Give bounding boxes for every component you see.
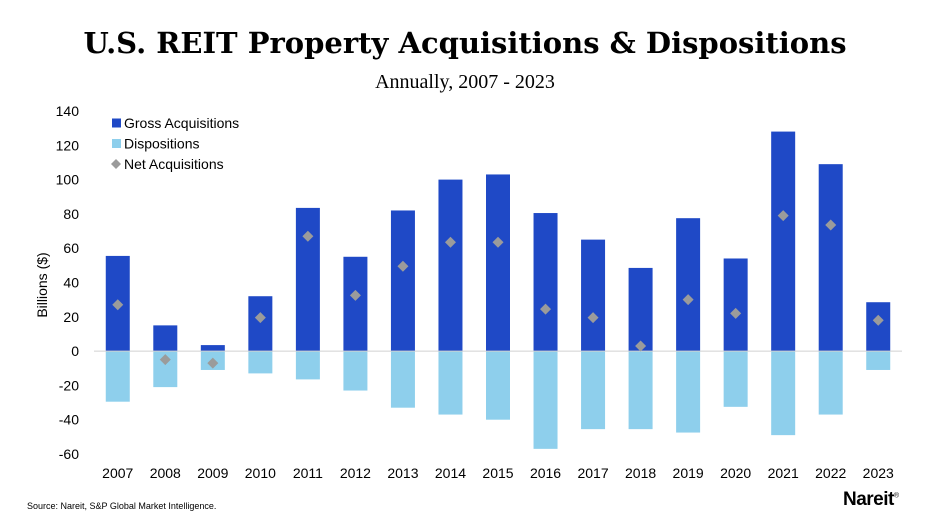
gross-acquisitions-bar xyxy=(153,325,178,352)
y-axis-title: Billions ($) xyxy=(34,252,50,317)
dispositions-bar xyxy=(438,351,463,415)
legend-swatch xyxy=(112,118,121,128)
x-axis: 2007 2008 2009 2010 2011 2012 2013 2014 2015 2016… xyxy=(102,465,894,481)
gross-acquisitions-bar xyxy=(438,179,463,352)
net-acquisitions-marker xyxy=(777,210,789,222)
y-tick-label: -60 xyxy=(59,446,79,462)
gross-acquisitions-bar xyxy=(676,218,701,352)
gross-acquisitions-bar xyxy=(866,302,891,352)
net-acquisitions-marker xyxy=(159,354,171,366)
y-tick-label: 20 xyxy=(63,309,79,325)
dispositions-bar xyxy=(486,351,510,420)
x-tick-label: 2012 xyxy=(340,465,371,481)
x-tick-label: 2023 xyxy=(863,465,894,481)
y-tick-label: 140 xyxy=(56,103,80,119)
net-acquisitions-marker xyxy=(397,260,409,272)
x-tick-label: 2021 xyxy=(768,465,799,481)
gross-acquisitions-bar xyxy=(248,296,273,352)
x-tick-label: 2008 xyxy=(150,465,181,481)
y-tick-label: 60 xyxy=(63,240,79,256)
registered-mark: ® xyxy=(893,492,899,500)
legend-swatch xyxy=(112,139,121,148)
x-tick-label: 2015 xyxy=(482,465,513,481)
dispositions-bar xyxy=(343,351,368,391)
net-acquisitions-marker xyxy=(444,236,456,248)
x-tick-label: 2009 xyxy=(197,465,228,481)
y-axis: -60 -40 -20 0 20 40 60 80 100 120 140 xyxy=(56,103,80,462)
gross-acquisitions-bar xyxy=(533,213,558,352)
net-acquisitions-marker xyxy=(540,303,552,315)
dispositions-bars xyxy=(105,351,891,449)
dispositions-bar xyxy=(723,351,748,407)
x-tick-label: 2014 xyxy=(435,465,466,481)
dispositions-bar xyxy=(105,351,130,402)
gross-acquisitions-bars xyxy=(105,131,891,352)
net-acquisitions-marker xyxy=(730,307,742,319)
x-tick-label: 2017 xyxy=(577,465,608,481)
gross-acquisitions-bar xyxy=(295,207,320,352)
gross-acquisitions-bar xyxy=(818,164,843,352)
gross-acquisitions-bar xyxy=(771,131,796,352)
dispositions-bar xyxy=(248,351,273,374)
gross-acquisitions-bar xyxy=(486,174,510,352)
dispositions-bar xyxy=(676,351,701,433)
dispositions-bar xyxy=(628,351,653,430)
dispositions-bar xyxy=(295,351,320,380)
net-acquisitions-markers xyxy=(112,210,884,369)
net-acquisitions-marker xyxy=(207,357,219,369)
x-tick-label: 2011 xyxy=(293,465,323,481)
y-tick-label: 40 xyxy=(63,275,79,291)
chart-subtitle: Annually, 2007 - 2023 xyxy=(375,71,555,93)
x-tick-label: 2013 xyxy=(387,465,418,481)
net-acquisitions-marker xyxy=(302,230,314,242)
x-tick-label: 2016 xyxy=(530,465,561,481)
dispositions-bar xyxy=(581,351,606,430)
net-acquisitions-marker xyxy=(635,340,647,352)
net-acquisitions-marker xyxy=(112,299,124,311)
x-tick-label: 2022 xyxy=(815,465,846,481)
legend: Gross Acquisitions Dispositions Net Acquis… xyxy=(111,115,239,172)
dispositions-bar xyxy=(866,351,891,370)
net-acquisitions-marker xyxy=(587,312,599,324)
y-tick-label: 120 xyxy=(56,137,80,153)
x-tick-label: 2018 xyxy=(625,465,656,481)
gross-acquisitions-bar xyxy=(200,345,225,352)
gross-acquisitions-bar xyxy=(390,210,415,352)
legend-label: Gross Acquisitions xyxy=(124,115,239,131)
x-tick-label: 2019 xyxy=(673,465,704,481)
nareit-logo: Nareit® xyxy=(843,489,899,511)
x-tick-label: 2020 xyxy=(720,465,751,481)
y-tick-label: 100 xyxy=(56,172,80,188)
net-acquisitions-marker xyxy=(825,219,837,231)
y-tick-label: -20 xyxy=(59,377,79,393)
x-tick-label: 2010 xyxy=(245,465,276,481)
legend-label: Dispositions xyxy=(124,136,199,152)
gross-acquisitions-bar xyxy=(581,239,606,352)
gross-acquisitions-bar xyxy=(723,258,748,352)
net-acquisitions-marker xyxy=(872,314,884,326)
dispositions-bar xyxy=(818,351,843,415)
net-acquisitions-marker xyxy=(492,236,504,248)
y-tick-label: 0 xyxy=(71,343,79,359)
dispositions-bar xyxy=(390,351,415,408)
source-note: Source: Nareit, S&P Global Market Intell… xyxy=(27,501,217,511)
net-acquisitions-marker xyxy=(254,312,266,324)
dispositions-bar xyxy=(533,351,558,449)
y-tick-label: -40 xyxy=(59,412,79,428)
net-acquisitions-marker xyxy=(349,289,361,301)
dispositions-bar xyxy=(771,351,796,436)
brand-name: Nareit xyxy=(843,489,894,510)
net-acquisitions-marker xyxy=(682,294,694,306)
x-tick-label: 2007 xyxy=(102,465,133,481)
y-tick-label: 80 xyxy=(63,206,79,222)
legend-marker-net xyxy=(111,159,121,169)
legend-label: Net Acquisitions xyxy=(124,156,224,172)
gross-acquisitions-bar xyxy=(628,267,653,352)
gross-acquisitions-bar xyxy=(343,256,368,352)
chart-title: U.S. REIT Property Acquisitions & Dispos… xyxy=(83,26,847,60)
